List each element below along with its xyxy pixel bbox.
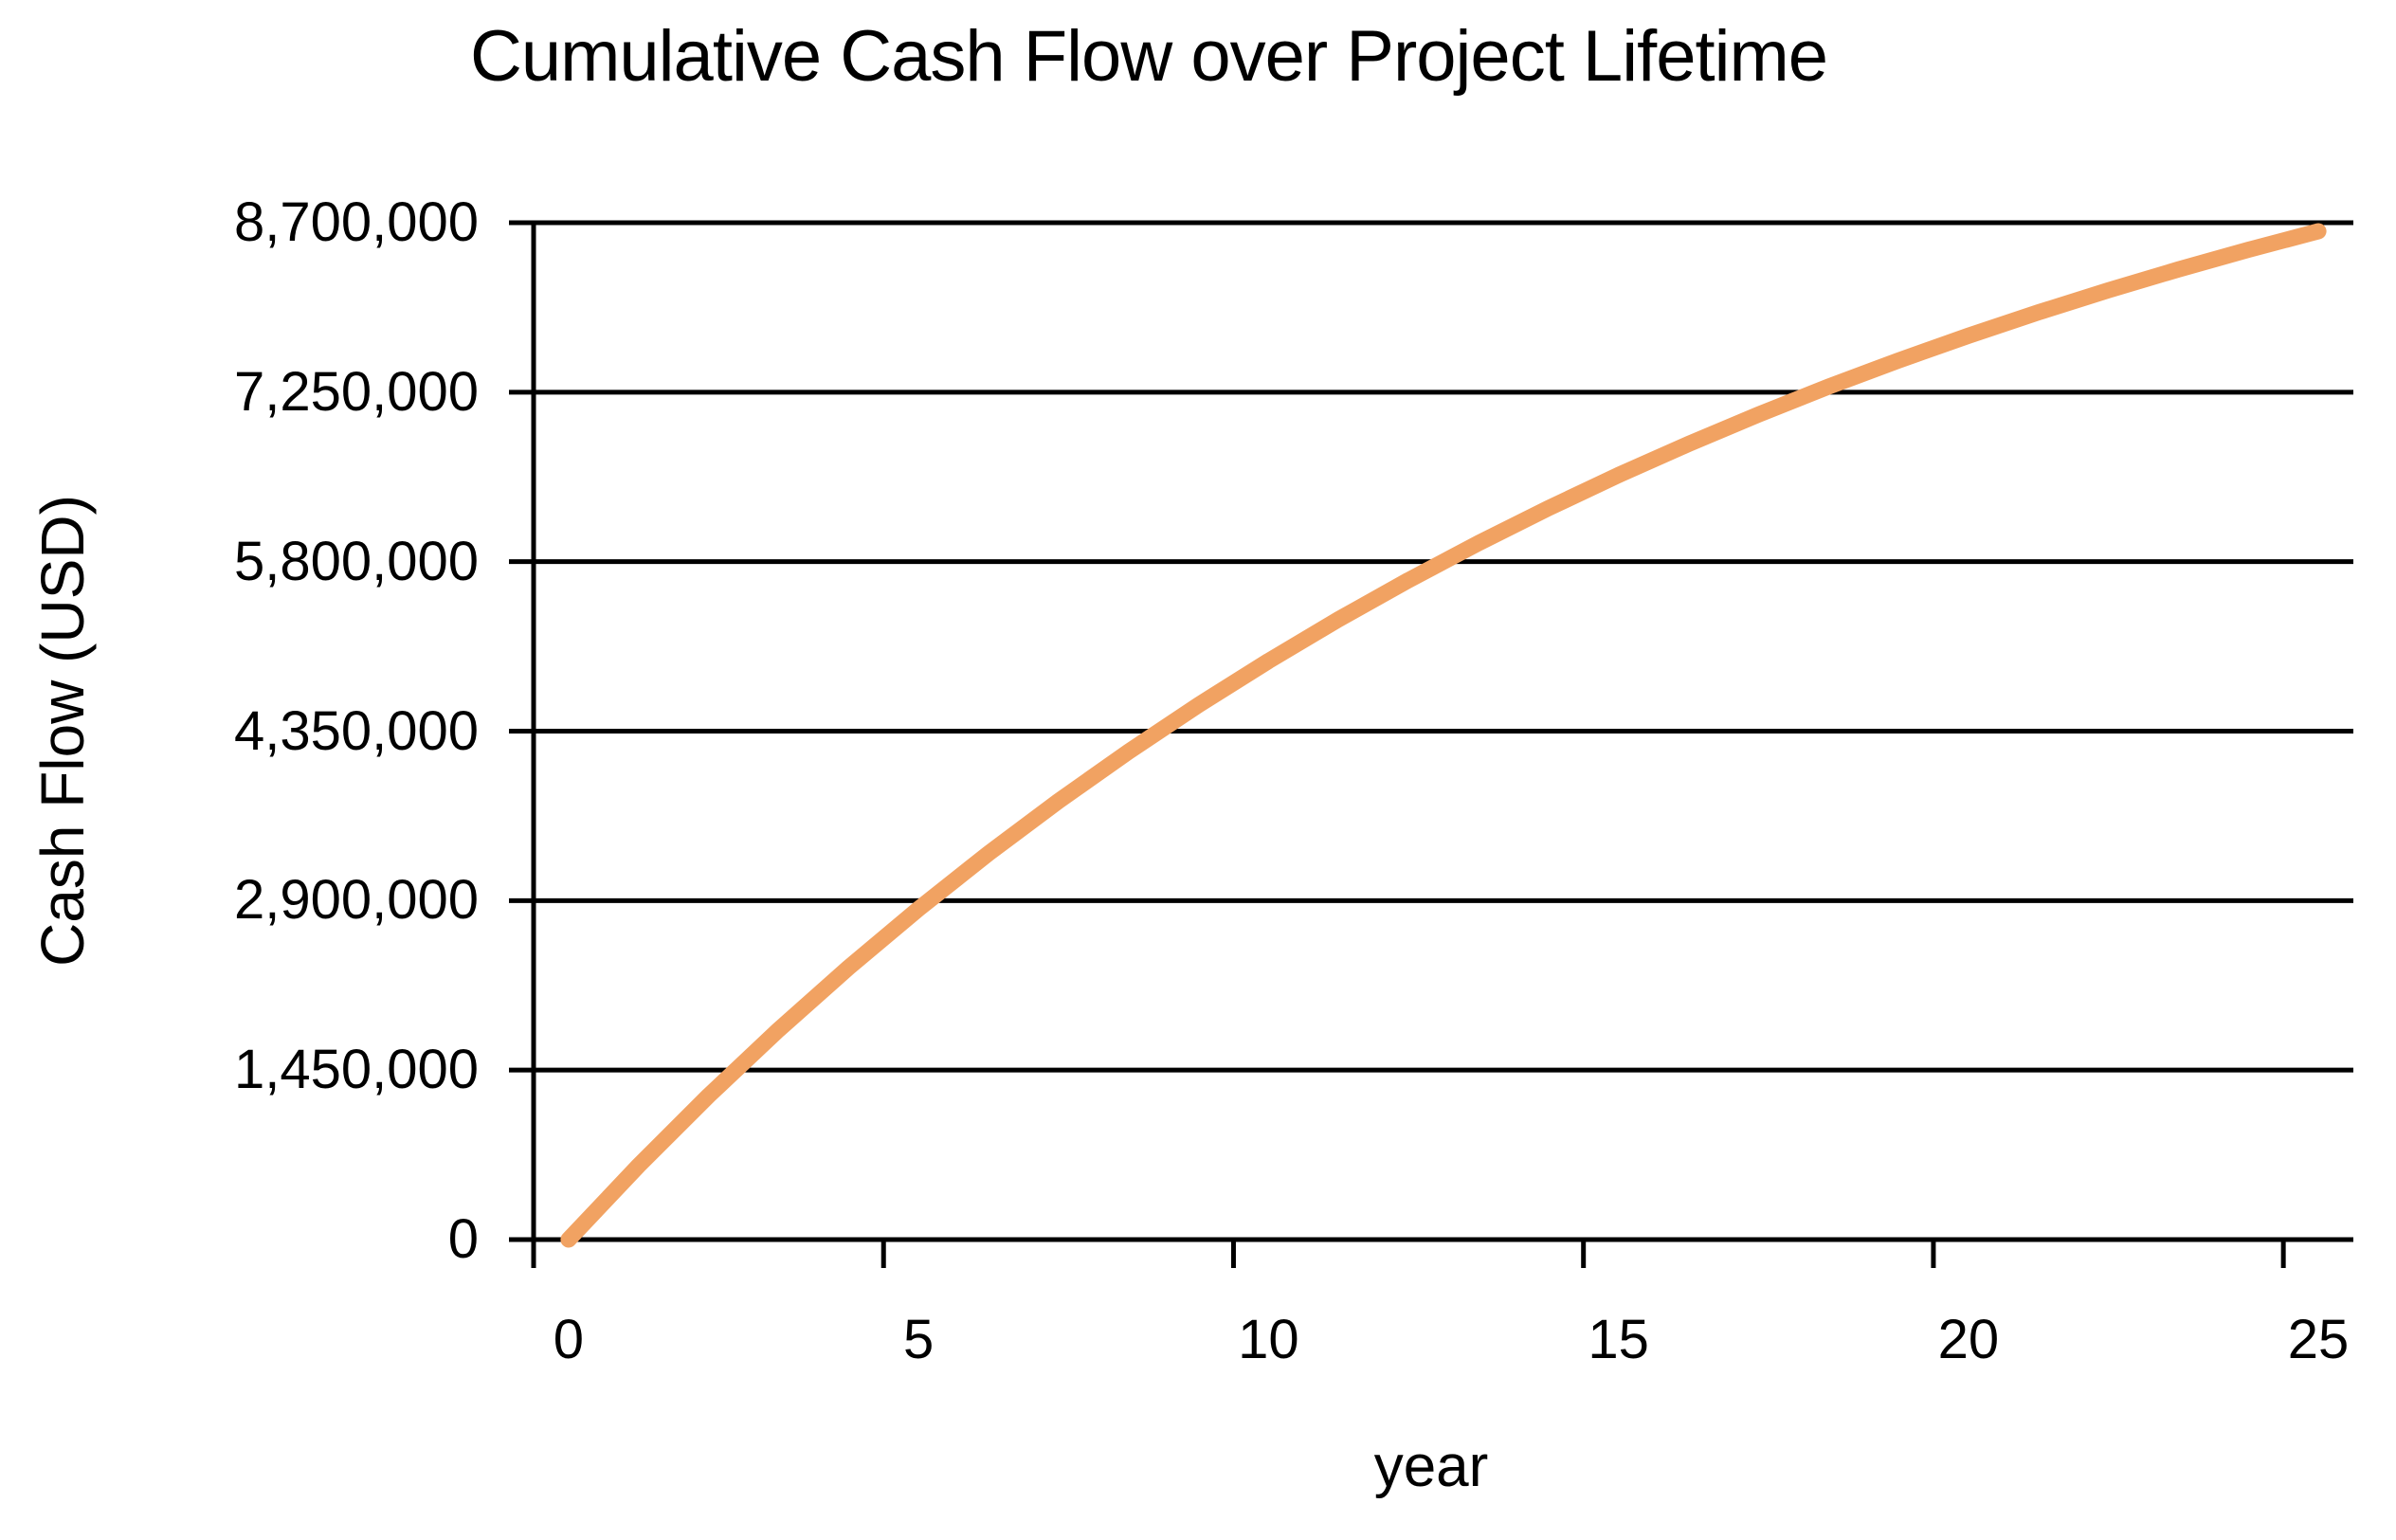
x-tick-label: 25 [2287,1309,2350,1370]
y-tick-label: 0 [447,1208,479,1270]
y-tick-label: 8,700,000 [233,191,479,253]
cumulative-cash-flow-series [560,223,2327,1248]
y-tick-label: 4,350,000 [233,699,479,762]
x-tick-label: 20 [1937,1309,2000,1370]
y-tick-label: 5,800,000 [233,530,479,592]
y-tick-label: 2,900,000 [233,869,479,932]
x-tick-label: 5 [903,1309,935,1370]
x-axis-title: year [1373,1434,1489,1499]
x-tick-label: 15 [1588,1309,1649,1370]
y-tick-label: 7,250,000 [233,360,479,423]
x-tick-label: 0 [553,1309,585,1370]
y-tick-label: 1,450,000 [233,1039,479,1101]
x-tick-label: 10 [1238,1309,1299,1370]
chart-title: Cumulative Cash Flow over Project Lifeti… [469,16,1828,97]
